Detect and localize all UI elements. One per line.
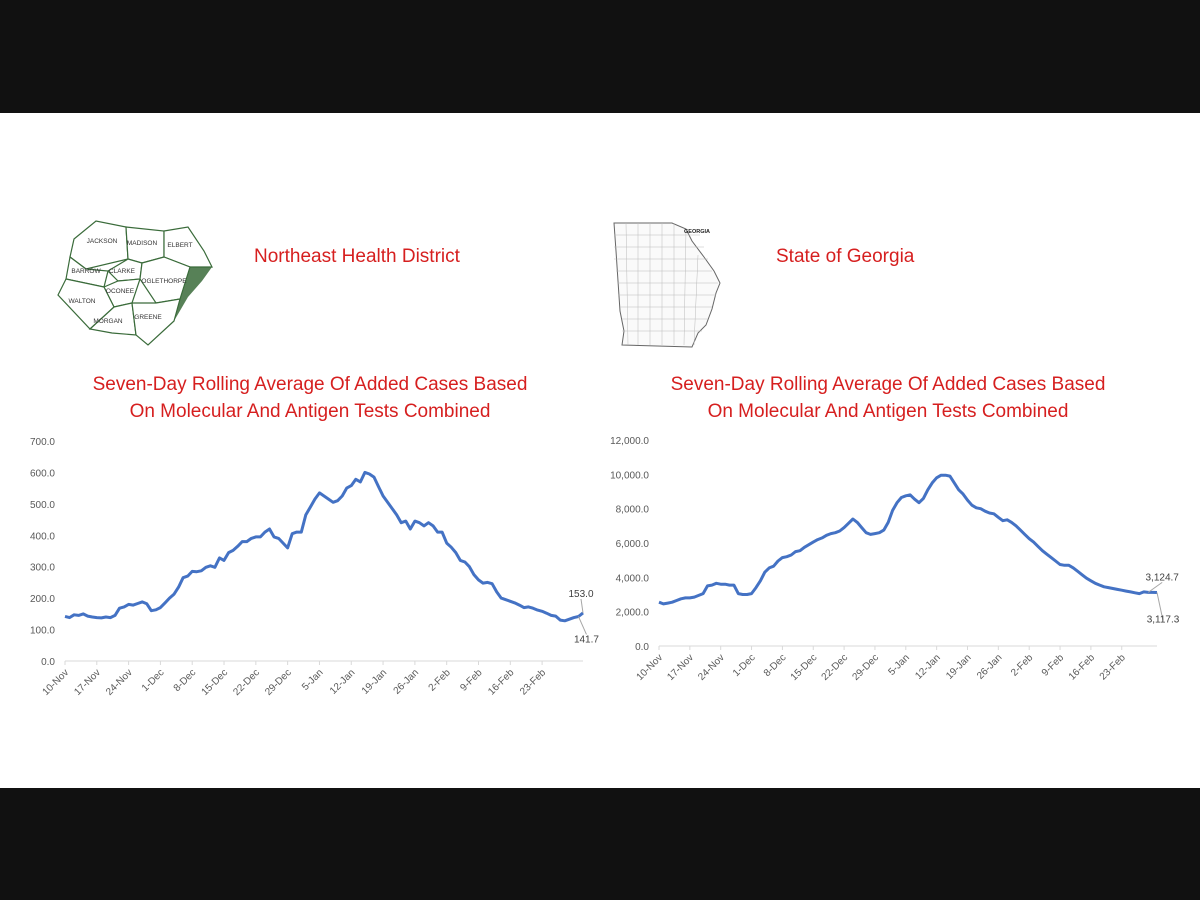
x-tick-label: 15-Dec	[200, 667, 231, 698]
x-tick-label: 24-Nov	[104, 667, 135, 698]
y-tick-label: 300.0	[30, 563, 55, 574]
x-tick-label: 26-Jan	[975, 652, 1004, 681]
y-tick-label: 500.0	[30, 500, 55, 511]
x-tick-label: 10-Nov	[635, 652, 666, 683]
x-tick-label: 23-Feb	[1098, 652, 1128, 682]
y-tick-label: 0.0	[41, 657, 55, 668]
x-tick-label: 29-Dec	[263, 667, 294, 698]
y-tick-label: 600.0	[30, 468, 55, 479]
chart-title-left: Seven-Day Rolling Average Of Added Cases…	[60, 371, 560, 425]
x-tick-label: 1-Dec	[731, 652, 758, 679]
slide: JACKSON MADISON ELBERT BARROW CLARKE OCO…	[0, 113, 1200, 788]
y-tick-label: 700.0	[30, 437, 55, 448]
x-tick-label: 24-Nov	[696, 652, 727, 683]
callout-line	[577, 616, 587, 635]
chart-title-line: Seven-Day Rolling Average Of Added Cases…	[670, 374, 1106, 395]
series-line	[658, 473, 1158, 606]
line-chart-georgia: 0.0 2,000.0 4,000.0 6,000.0 8,000.0 10,000.0 1…	[610, 436, 1180, 683]
x-tick-label: 16-Feb	[486, 667, 516, 697]
county-morgan	[88, 302, 137, 336]
county-label: CLARKE	[109, 268, 136, 275]
callout-line	[580, 598, 584, 613]
x-tick-label: 22-Dec	[820, 652, 851, 683]
letterbox-top	[0, 0, 1200, 113]
county-label: WALTON	[69, 298, 96, 305]
x-tick-label: 22-Dec	[231, 667, 262, 698]
county-label: BARROW	[71, 268, 101, 275]
county-label: ELBERT	[167, 242, 192, 249]
data-label: 3,124.7	[1145, 572, 1179, 583]
data-label: 153.0	[568, 589, 593, 600]
county-label: MORGAN	[93, 318, 123, 325]
x-tick-label: 9-Feb	[1040, 652, 1067, 679]
x-tick-label: 26-Jan	[392, 667, 421, 696]
chart-title-line: On Molecular And Antigen Tests Combined	[129, 401, 491, 422]
y-tick-label: 8,000.0	[616, 505, 650, 516]
callout-line	[1156, 592, 1164, 621]
y-tick-label: 4,000.0	[616, 573, 650, 584]
y-tick-label: 6,000.0	[616, 539, 650, 550]
callout-line	[1147, 581, 1163, 593]
county-label: MADISON	[127, 240, 158, 247]
x-tick-label: 8-Dec	[762, 652, 789, 679]
x-tick-label: 2-Feb	[427, 667, 454, 694]
map-label: GEORGIA	[684, 229, 710, 235]
chart-title-line: On Molecular And Antigen Tests Combined	[707, 401, 1069, 422]
data-label: 141.7	[574, 634, 599, 645]
y-tick-label: 10,000.0	[610, 470, 649, 481]
y-tick-label: 200.0	[30, 594, 55, 605]
district-title-left: Northeast Health District	[254, 246, 460, 267]
x-tick-label: 16-Feb	[1067, 652, 1097, 682]
x-tick-label: 17-Nov	[665, 652, 696, 683]
county-label: JACKSON	[87, 238, 118, 245]
x-tick-label: 12-Jan	[328, 667, 357, 696]
county-border-shade	[174, 267, 212, 321]
x-tick-label: 10-Nov	[41, 667, 72, 698]
x-tick-label: 19-Jan	[944, 652, 973, 681]
chart-title-right: Seven-Day Rolling Average Of Added Cases…	[638, 371, 1138, 425]
x-tick-label: 15-Dec	[789, 652, 820, 683]
chart-title-line: Seven-Day Rolling Average Of Added Cases…	[92, 374, 528, 395]
x-tick-label: 5-Jan	[300, 667, 325, 692]
x-tick-label: 8-Dec	[172, 667, 199, 694]
data-label: 3,117.3	[1147, 614, 1180, 625]
x-tick-label: 9-Feb	[458, 667, 485, 694]
letterbox-bottom	[0, 788, 1200, 900]
county-label: OGLETHORPE	[141, 278, 187, 285]
line-chart-northeast: 0.0 100.0 200.0 300.0 400.0 500.0 600.0 700.0 10…	[30, 437, 599, 698]
x-tick-label: 5-Jan	[886, 652, 911, 677]
georgia-state-map: GEORGIA	[613, 222, 721, 348]
y-tick-label: 400.0	[30, 531, 55, 542]
x-tick-label: 29-Dec	[850, 652, 881, 683]
x-tick-label: 17-Nov	[72, 667, 103, 698]
county-label: OCONEE	[106, 288, 135, 295]
x-tick-label: 12-Jan	[913, 652, 942, 681]
series-line	[64, 470, 584, 623]
x-tick-label: 23-Feb	[518, 667, 548, 697]
y-tick-label: 100.0	[30, 626, 55, 637]
county-label: GREENE	[134, 314, 162, 321]
county-barrow	[65, 255, 109, 288]
northeast-district-map: JACKSON MADISON ELBERT BARROW CLARKE OCO…	[57, 220, 213, 346]
y-tick-label: 0.0	[635, 642, 649, 653]
district-title-right: State of Georgia	[776, 246, 915, 267]
x-tick-label: 2-Feb	[1009, 652, 1036, 679]
x-tick-label: 19-Jan	[360, 667, 389, 696]
y-tick-label: 2,000.0	[616, 608, 650, 619]
x-tick-label: 1-Dec	[140, 667, 167, 694]
y-tick-label: 12,000.0	[610, 436, 649, 447]
